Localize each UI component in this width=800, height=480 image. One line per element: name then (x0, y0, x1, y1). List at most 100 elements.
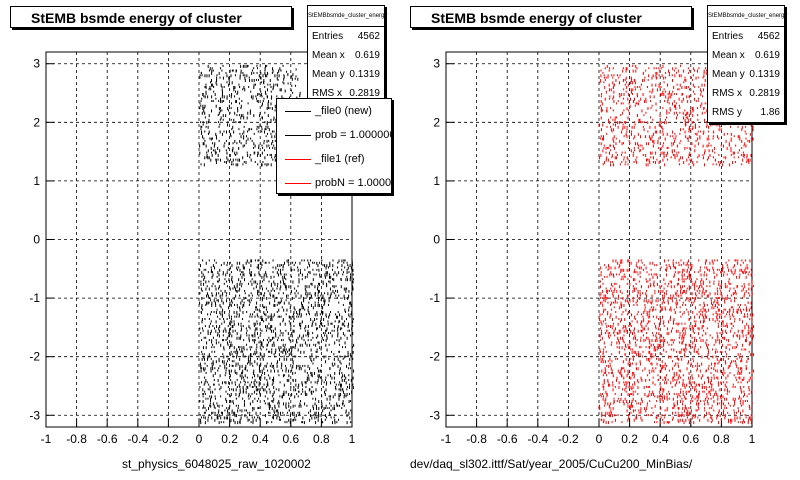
scatter-point (243, 266, 245, 270)
scatter-point (307, 259, 309, 262)
scatter-point (606, 364, 608, 367)
scatter-point (244, 289, 246, 292)
scatter-point (703, 400, 705, 403)
scatter-point (735, 259, 737, 262)
scatter-point (268, 388, 270, 391)
scatter-point (335, 388, 337, 391)
scatter-point (211, 346, 213, 349)
scatter-point (243, 339, 245, 342)
scatter-point (602, 296, 604, 299)
scatter-point (666, 332, 668, 336)
scatter-point (726, 390, 728, 393)
scatter-point (732, 325, 734, 328)
scatter-point (212, 271, 214, 274)
scatter-point (752, 137, 754, 141)
scatter-point (205, 280, 207, 284)
scatter-point (308, 271, 310, 274)
scatter-point (243, 116, 245, 120)
scatter-point (316, 327, 318, 331)
scatter-point (723, 374, 725, 377)
scatter-point (236, 266, 238, 270)
scatter-point (215, 287, 217, 291)
scatter-point (343, 294, 345, 298)
scatter-point (687, 409, 689, 413)
scatter-point (639, 266, 641, 270)
scatter-point (321, 306, 323, 310)
scatter-point (610, 411, 612, 415)
scatter-point (272, 259, 274, 262)
scatter-point (723, 336, 725, 340)
scatter-point (317, 327, 319, 330)
scatter-point (639, 292, 641, 296)
scatter-point (350, 273, 352, 276)
scatter-point (694, 414, 696, 418)
scatter-point (204, 139, 206, 142)
scatter-point (634, 104, 636, 107)
scatter-point (739, 400, 741, 403)
scatter-point (719, 369, 721, 373)
scatter-point (639, 149, 641, 153)
scatter-point (215, 104, 217, 108)
scatter-point (722, 320, 724, 324)
scatter-point (338, 395, 340, 398)
scatter-point (692, 329, 694, 333)
scatter-point (277, 315, 279, 318)
scatter-point (661, 74, 663, 78)
scatter-point (625, 132, 627, 136)
scatter-point (714, 123, 716, 126)
scatter-point (350, 313, 352, 316)
scatter-point (626, 156, 628, 160)
scatter-point (255, 418, 257, 422)
scatter-point (608, 83, 610, 87)
scatter-point (238, 336, 240, 340)
scatter-point (260, 266, 262, 269)
scatter-point (278, 353, 280, 357)
scatter-point (263, 400, 265, 403)
scatter-point (646, 294, 648, 298)
scatter-point (214, 397, 216, 400)
scatter-point (663, 421, 665, 425)
scatter-point (615, 151, 617, 154)
scatter-point (287, 82, 289, 85)
scatter-point (322, 296, 324, 299)
scatter-point (338, 397, 340, 401)
scatter-point (608, 118, 610, 122)
scatter-point (264, 402, 266, 405)
scatter-point (634, 390, 636, 393)
scatter-point (699, 135, 701, 139)
scatter-point (244, 374, 246, 378)
scatter-point (731, 322, 733, 325)
scatter-point (215, 320, 217, 324)
scatter-point (333, 357, 335, 361)
scatter-point (309, 414, 311, 418)
scatter-point (281, 364, 283, 367)
scatter-point (714, 362, 716, 365)
scatter-point (617, 332, 619, 336)
scatter-point (260, 353, 262, 357)
scatter-point (288, 259, 290, 262)
scatter-point (634, 383, 636, 386)
scatter-point (336, 339, 338, 342)
scatter-point (749, 132, 751, 136)
scatter-point (226, 360, 228, 363)
scatter-point (283, 77, 285, 81)
scatter-point (214, 259, 216, 262)
scatter-point (248, 325, 250, 329)
scatter-point (291, 353, 293, 357)
scatter-point (728, 390, 730, 393)
scatter-point (278, 402, 280, 405)
scatter-point (210, 404, 212, 408)
scatter-point (297, 285, 299, 288)
scatter-point (701, 313, 703, 317)
scatter-point (660, 388, 662, 391)
scatter-point (676, 83, 678, 86)
scatter-point (269, 107, 271, 110)
scatter-point (673, 407, 675, 410)
scatter-point (268, 100, 270, 104)
scatter-point (326, 264, 328, 268)
scatter-point (339, 395, 341, 398)
scatter-point (692, 327, 694, 330)
scatter-point (648, 346, 650, 349)
scatter-point (603, 341, 605, 345)
scatter-point (259, 322, 261, 326)
